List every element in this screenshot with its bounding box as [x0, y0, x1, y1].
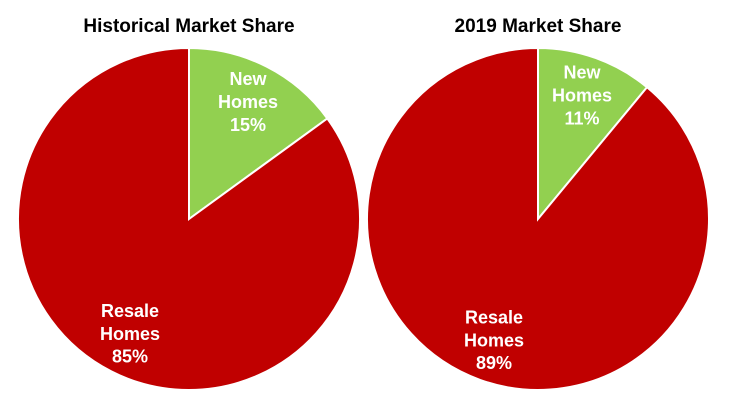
slice-label: New Homes — [218, 69, 278, 112]
value-label: 11% — [564, 108, 599, 128]
slice-label: Resale Homes — [464, 307, 524, 350]
value-label: 15% — [230, 115, 266, 135]
slice-label: New Homes — [552, 62, 612, 105]
value-label: 89% — [476, 353, 512, 373]
value-label: 85% — [112, 347, 148, 367]
chart-title: 2019 Market Share — [455, 16, 622, 37]
pie-slice — [366, 46, 710, 391]
pie-slice — [188, 46, 329, 221]
pie-slice — [537, 46, 649, 222]
slice-label: Resale Homes — [100, 301, 160, 344]
pie-slice — [17, 46, 361, 391]
chart-title: Historical Market Share — [83, 16, 294, 37]
